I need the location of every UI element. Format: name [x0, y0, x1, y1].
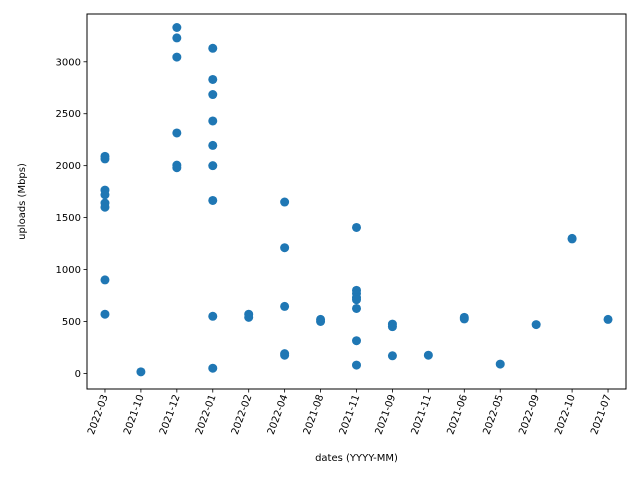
data-point [136, 367, 146, 377]
y-axis-label: uploads (Mbps) [17, 163, 28, 240]
data-point [567, 234, 577, 244]
data-point [208, 116, 218, 126]
data-point [172, 23, 182, 33]
data-point [172, 128, 182, 138]
data-point [208, 195, 218, 205]
data-point [208, 74, 218, 84]
data-point [172, 52, 182, 62]
data-point [100, 309, 110, 319]
y-tick-label: 2000 [56, 161, 81, 172]
data-point [459, 314, 469, 324]
data-point [208, 311, 218, 321]
data-point [387, 322, 397, 332]
data-point [352, 295, 361, 305]
data-point [352, 360, 361, 370]
data-point [208, 140, 218, 150]
y-tick-label: 2500 [56, 109, 81, 120]
data-point [244, 312, 254, 322]
data-point [280, 350, 290, 360]
data-point [100, 202, 110, 212]
data-point [172, 33, 182, 43]
data-point [280, 197, 290, 207]
y-tick-label: 1500 [56, 213, 81, 224]
x-axis-label: dates (YYYY-MM) [315, 453, 398, 464]
data-point [352, 222, 361, 232]
data-point [280, 243, 290, 253]
y-tick-label: 0 [75, 369, 81, 380]
data-point [387, 351, 397, 361]
data-point [280, 301, 290, 311]
data-point [172, 163, 182, 173]
data-point [100, 275, 110, 285]
data-point [208, 90, 218, 100]
data-points [100, 23, 613, 377]
data-point [603, 314, 613, 324]
data-point [423, 350, 433, 360]
data-point [100, 154, 110, 164]
data-point [495, 359, 505, 369]
y-tick-label: 1000 [56, 265, 81, 276]
y-axis: 0 500 1000 1500 2000 2500 3000 [56, 57, 87, 380]
y-tick-label: 500 [62, 317, 81, 328]
data-point [208, 161, 218, 171]
plot-frame [86, 13, 627, 390]
data-point [352, 336, 361, 346]
data-point [352, 303, 361, 313]
data-point [100, 190, 110, 200]
data-point [316, 316, 326, 326]
data-point [208, 363, 218, 373]
y-tick-label: 3000 [56, 57, 81, 68]
data-point [531, 320, 541, 330]
data-point [208, 43, 218, 53]
